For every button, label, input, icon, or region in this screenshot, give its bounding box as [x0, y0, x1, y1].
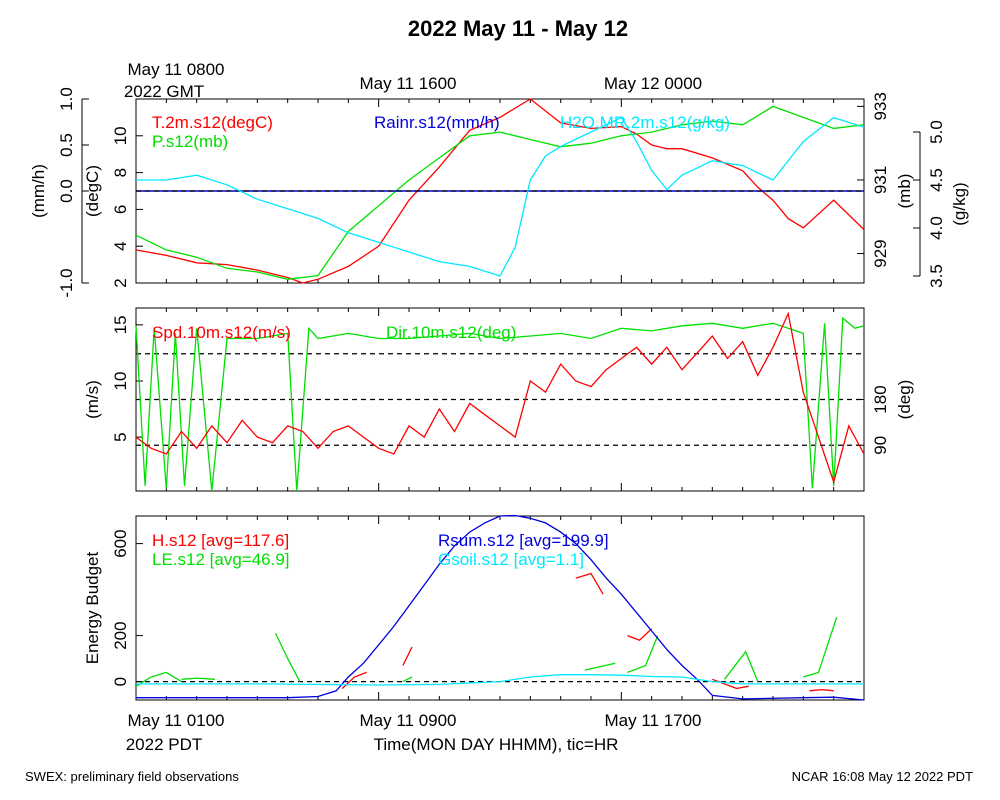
top-axis-degc-tick-label: 10 — [111, 126, 130, 145]
series-line-bottom-2-0 — [136, 514, 865, 701]
middle-axis-deg-tick-label: 180 — [871, 385, 890, 413]
bottom-time-label-0: May 11 0100 — [127, 711, 224, 730]
middle-axis-deg-tick-label: 90 — [871, 436, 890, 455]
series-line-middle-0 — [135, 316, 865, 492]
series-line-bottom-1-2 — [274, 633, 301, 682]
top-axis-mmh-tick-label: 1.0 — [57, 87, 76, 111]
top-time-sublabel: 2022 GMT — [124, 82, 204, 101]
top-axis-mmh-tick-label: 0.0 — [57, 179, 76, 203]
x-axis-label: Time(MON DAY HHMM), tic=HR — [374, 735, 619, 754]
top-axis-gkg-tick-label: 5.0 — [927, 120, 946, 144]
footer-left: SWEX: preliminary field observations — [25, 769, 239, 784]
top-time-label-0: May 11 0800 — [127, 60, 224, 79]
top-axis-mb-tick-label: 931 — [871, 166, 890, 194]
series-line-bottom-1-3 — [402, 676, 413, 683]
middle-axis-deg-label: (deg) — [895, 380, 914, 420]
series-line-middle-1 — [135, 311, 865, 485]
top-axis-mmh-label: (mm/h) — [29, 164, 48, 218]
top-axis-gkg-tick-label: 3.5 — [927, 264, 946, 288]
legend-top-0: T.2m.s12(degC) — [152, 113, 273, 132]
bottom-axis-energy-tick-label: 0 — [111, 677, 130, 686]
series-line-bottom-0-2 — [575, 572, 604, 595]
series-line-top-0 — [135, 98, 865, 284]
top-time-label-2: May 12 0000 — [604, 74, 702, 93]
top-axis-degc-tick-label: 6 — [111, 205, 130, 214]
footer-right: NCAR 16:08 May 12 2022 PDT — [792, 769, 973, 784]
series-line-bottom-0-1 — [402, 646, 413, 666]
series-line-bottom-1-6 — [723, 650, 759, 682]
top-axis-gkg-label: (g/kg) — [950, 182, 969, 225]
bottom-axis-energy-tick-label: 200 — [111, 621, 130, 649]
top-axis-mmh-tick-label: -1.0 — [57, 268, 76, 297]
top-axis-gkg-tick-label: 4.5 — [927, 168, 946, 192]
series-line-top-3 — [136, 116, 865, 277]
middle-axis-ms-tick-label: 10 — [111, 372, 130, 391]
legend-top-1: P.s12(mb) — [152, 132, 228, 151]
series-line-top-1 — [135, 105, 865, 280]
series-line-bottom-1-0 — [135, 671, 182, 687]
chart-title: 2022 May 11 - May 12 — [408, 16, 628, 41]
top-axis-degc-tick-label: 4 — [111, 241, 130, 250]
top-axis-mb-tick-label: 929 — [871, 239, 890, 267]
middle-axis-ms-tick-label: 5 — [111, 432, 130, 441]
top-axis-gkg-tick-label: 4.0 — [927, 216, 946, 240]
chart-panels: -1.0 0.0 0.5 1.0 (mm/h) 2 4 6 8 10 (degC) 929 931 933… — [29, 87, 969, 701]
legend-middle-0: Spd.10m.s12(m/s) — [152, 323, 291, 342]
middle-axis-ms-label: (m/s) — [83, 380, 102, 419]
series-line-bottom-0-5 — [809, 688, 834, 692]
bottom-axis-energy-label: Energy Budget — [83, 551, 102, 664]
series-line-bottom-1-1 — [181, 677, 215, 680]
series-line-bottom-1-5 — [627, 635, 659, 674]
series-line-bottom-1-4 — [584, 662, 616, 671]
legend-top-3: H2O.MR.2m.s12(g/kg) — [560, 113, 730, 132]
bottom-axis-energy-tick-label: 600 — [111, 529, 130, 557]
top-axis-degc-tick-label: 2 — [111, 278, 130, 287]
top-time-label-1: May 11 1600 — [359, 74, 456, 93]
middle-axis-ms-tick-label: 15 — [111, 315, 130, 334]
series-line-bottom-3-0 — [136, 674, 864, 686]
legend-bottom-3: Gsoil.s12 [avg=1.1] — [438, 550, 584, 569]
top-axis-degc-label: (degC) — [83, 165, 102, 217]
legend-top-2: Rainr.s12(mm/h) — [374, 113, 500, 132]
bottom-time-label-2: May 11 1700 — [604, 711, 701, 730]
bottom-time-sublabel: 2022 PDT — [126, 735, 203, 754]
legend-bottom-1: LE.s12 [avg=46.9] — [152, 550, 290, 569]
legend-middle-1: Dir.10m.s12(deg) — [386, 323, 516, 342]
bottom-time-label-1: May 11 0900 — [359, 711, 456, 730]
top-axis-mb-label: (mb) — [895, 174, 914, 209]
legend-bottom-2: Rsum.s12 [avg=199.9] — [438, 531, 609, 550]
top-axis-degc-tick-label: 8 — [111, 168, 130, 177]
top-axis-mmh-tick-label: 0.5 — [57, 133, 76, 157]
top-axis-mb-tick-label: 933 — [871, 92, 890, 120]
series-line-bottom-0-3 — [627, 628, 653, 641]
legend-bottom-0: H.s12 [avg=117.6] — [152, 531, 289, 550]
series-line-bottom-1-7 — [803, 616, 838, 678]
